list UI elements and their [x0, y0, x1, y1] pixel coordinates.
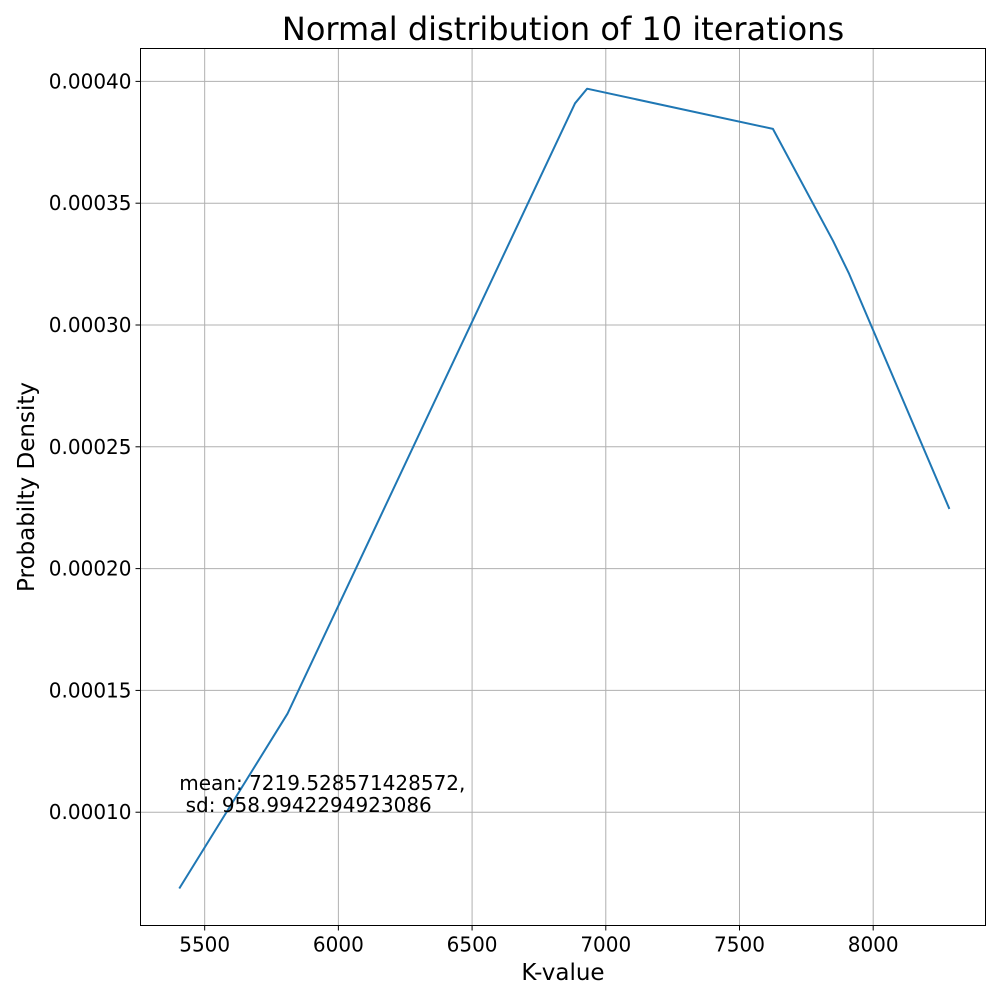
series-layer [178, 87, 951, 889]
x-axis-label: K-value [521, 960, 604, 986]
y-axis-ticks: 0.00010 0.00015 0.00020 0.00025 0.00030 0.000… [49, 69, 141, 824]
stats-annotation: mean: 7219.528571428572, sd: 958.9942294… [179, 771, 471, 817]
y-tick-label: 0.00040 [49, 69, 132, 93]
grid [140, 48, 986, 926]
plot-frame [140, 48, 986, 926]
stats-sd-line: sd: 958.9942294923086 [179, 793, 432, 817]
y-tick-label: 0.00010 [49, 800, 132, 824]
y-axis-label: Probabilty Density [14, 382, 40, 592]
x-tick-label: 8000 [848, 933, 899, 957]
y-tick-label: 0.00030 [49, 313, 132, 337]
series-line [178, 87, 951, 889]
chart-title: Normal distribution of 10 iterations [282, 10, 844, 48]
stats-mean-line: mean: 7219.528571428572, [179, 771, 465, 795]
x-axis-ticks: 5500 6000 6500 7000 7500 8000 [179, 925, 899, 957]
y-tick-label: 0.00015 [49, 678, 132, 702]
x-tick-label: 6000 [313, 933, 364, 957]
y-tick-label: 0.00020 [49, 557, 132, 581]
x-tick-label: 7500 [714, 933, 765, 957]
x-tick-label: 6500 [447, 933, 498, 957]
x-tick-label: 5500 [179, 933, 230, 957]
x-tick-label: 7000 [580, 933, 631, 957]
y-tick-label: 0.00035 [49, 191, 132, 215]
y-tick-label: 0.00025 [49, 435, 132, 459]
